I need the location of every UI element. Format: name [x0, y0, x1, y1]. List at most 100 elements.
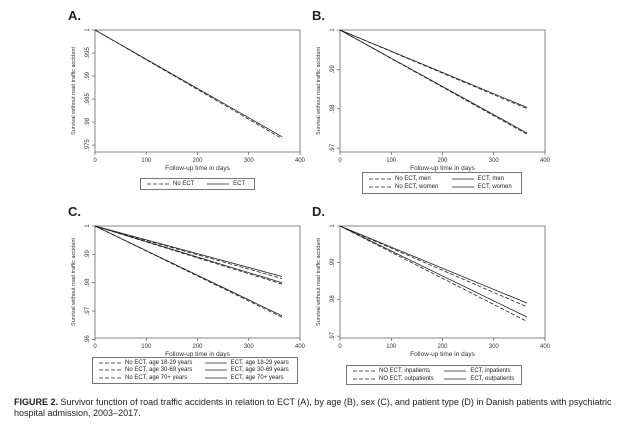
plot-frame	[339, 225, 546, 339]
legend-swatch	[204, 377, 227, 379]
y-tick-label: .96	[85, 335, 91, 344]
legend-label: No ECT, age 30-69 years	[125, 367, 193, 374]
panel-c-label: C.	[68, 204, 81, 219]
x-tick-label: 400	[540, 158, 551, 164]
series-line	[339, 225, 528, 304]
x-axis-label: Follow-up time in days	[165, 351, 230, 358]
legend-label: NO ECT, outpatients	[379, 375, 434, 382]
x-tick-label: 200	[192, 344, 203, 350]
x-tick-label: 300	[244, 158, 255, 164]
y-tick-label: 1	[330, 28, 336, 32]
legend-entry: No ECT, age 18-29 years	[99, 360, 195, 366]
series-line	[94, 29, 283, 138]
x-tick-label: 100	[141, 158, 152, 164]
figure-caption: FIGURE 2. Survivor function of road traf…	[14, 397, 614, 419]
y-tick-label: 1	[85, 224, 91, 228]
y-axis-label: Survival without road traffic accident	[71, 47, 77, 135]
y-tick-label: .995	[85, 47, 91, 59]
legend-label: ECT, men	[477, 175, 505, 182]
x-tick-label: 100	[141, 344, 152, 350]
legend-label: ECT, inpatients	[470, 368, 511, 375]
legend-swatch	[369, 178, 391, 180]
x-tick-label: 0	[93, 158, 97, 164]
y-tick-label: .99	[330, 258, 336, 267]
panel-a-legend: No ECT ECT	[140, 178, 255, 190]
series-line	[339, 29, 528, 108]
y-tick-label: .99	[330, 65, 336, 74]
legend-label: ECT	[233, 181, 246, 187]
legend-swatch	[204, 370, 227, 371]
series-line	[339, 225, 528, 318]
legend-entry: ECT, outpatients	[444, 376, 515, 383]
y-tick-label: 1	[330, 224, 336, 228]
plot-frame	[94, 225, 301, 339]
panel-b-chart: 0 100 200 300 400 .97 .98 .99 1 Follow-up time in…	[316, 28, 551, 172]
series-line	[94, 225, 283, 318]
x-tick-label: 300	[489, 344, 500, 350]
series-line	[339, 225, 528, 322]
legend-swatch	[444, 370, 467, 372]
y-tick-label: .97	[330, 143, 336, 152]
y-tick-label: 1	[85, 28, 91, 32]
y-tick-label: .99	[85, 250, 91, 259]
legend-label: ECT, women	[477, 184, 512, 191]
panel-d-chart: 0 100 200 300 400 .97 .98 .99 1 Follow-up time in…	[316, 224, 551, 358]
legend-swatch	[207, 183, 230, 185]
legend-entry: ECT, men	[451, 175, 515, 183]
legend-swatch	[451, 178, 474, 180]
x-axis-label: Follow-up time in days	[165, 165, 230, 172]
legend-label: ECT, age 30-69 years	[230, 367, 289, 374]
legend-entry: NO ECT, outpatients	[353, 376, 434, 383]
x-tick-label: 300	[244, 344, 255, 350]
legend-swatch	[353, 370, 375, 372]
y-tick-label: .975	[85, 139, 91, 151]
y-tick-label: .98	[85, 278, 91, 287]
panel-b-legend: No ECT, men ECT, men No ECT, women ECT, wom…	[362, 172, 522, 194]
panel-c-chart: 0 100 200 300 400 .96 .97 .98 .99 1 Follow-up time…	[71, 224, 306, 358]
x-tick-label: 400	[295, 344, 306, 350]
legend-entry: No ECT, age 70+ years	[99, 375, 195, 381]
legend-swatch	[369, 186, 391, 188]
legend-entry: ECT, age 70+ years	[204, 374, 291, 381]
plot-frame	[94, 29, 301, 153]
y-axis-label: Survival without road traffic accident	[71, 238, 77, 326]
legend-swatch	[444, 378, 467, 380]
x-tick-label: 400	[540, 344, 551, 350]
x-axis-label: Follow-up time in days	[410, 351, 475, 358]
legend-entry: No ECT	[147, 181, 197, 187]
y-tick-label: .99	[85, 71, 91, 80]
legend-swatch	[99, 377, 121, 379]
legend-label: ECT, age 70+ years	[230, 374, 284, 381]
legend-swatch	[451, 186, 474, 188]
x-tick-label: 200	[437, 158, 448, 164]
panel-c-legend: No ECT, age 18-29 years ECT, age 18-29 ye…	[92, 357, 298, 384]
x-axis-label: Follow-up time in days	[410, 165, 475, 172]
legend-label: No ECT, age 70+ years	[125, 374, 188, 381]
legend-entry: No ECT, women	[369, 184, 442, 192]
legend-swatch	[353, 378, 375, 380]
series-line	[94, 225, 283, 277]
legend-swatch	[204, 362, 227, 364]
legend-label: NO ECT, inpatients	[379, 368, 431, 375]
legend-swatch	[99, 362, 121, 364]
series-line	[339, 29, 528, 134]
legend-entry: ECT, age 18-29 years	[204, 360, 291, 366]
x-tick-label: 100	[386, 344, 397, 350]
legend-label: No ECT, age 18-29 years	[125, 360, 193, 367]
legend-entry: ECT	[207, 181, 248, 187]
legend-entry: ECT, women	[451, 184, 515, 192]
legend-entry: ECT, age 30-69 years	[204, 367, 291, 374]
x-tick-label: 100	[386, 158, 397, 164]
legend-entry: NO ECT, inpatients	[353, 368, 434, 375]
legend-swatch	[147, 183, 169, 185]
series-line	[94, 225, 283, 317]
x-tick-label: 300	[489, 158, 500, 164]
panel-d-legend: NO ECT, inpatients ECT, inpatients NO ECT,…	[346, 365, 522, 385]
legend-label: No ECT, men	[395, 175, 431, 182]
x-tick-label: 400	[295, 158, 306, 164]
x-tick-label: 0	[93, 344, 97, 350]
y-tick-label: .98	[330, 295, 336, 304]
x-tick-label: 0	[338, 158, 342, 164]
series-line	[339, 225, 528, 308]
y-tick-label: .97	[330, 331, 336, 340]
